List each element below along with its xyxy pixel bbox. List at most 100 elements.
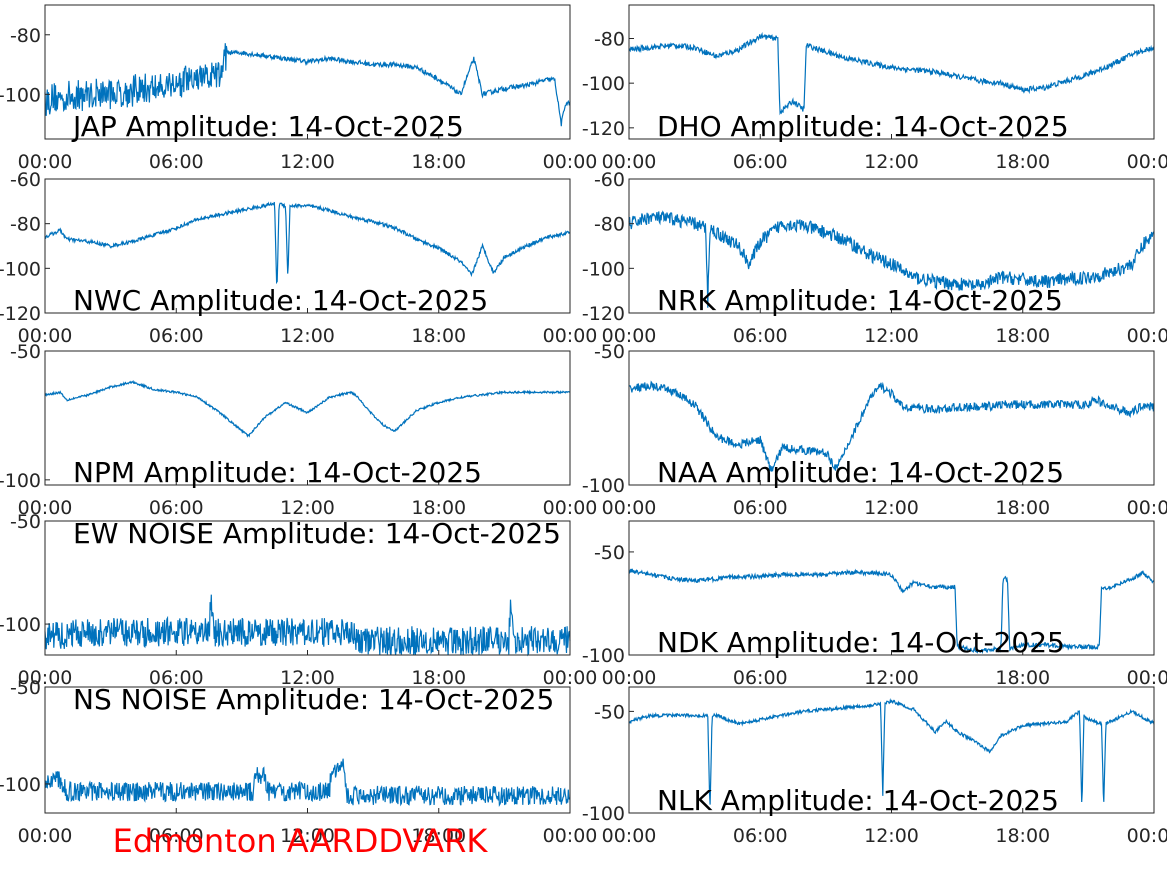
ytick-label-nrk-3: -120 bbox=[582, 303, 625, 325]
ytick-label-jap-1: -100 bbox=[0, 84, 41, 106]
xtick-label-npm-4: 00:00 bbox=[543, 497, 598, 519]
panel-title-ns_noise: NS NOISE Amplitude: 14-Oct-2025 bbox=[73, 683, 554, 716]
xtick-label-nlk-2: 12:00 bbox=[864, 825, 919, 847]
ytick-label-ndk-1: -100 bbox=[582, 645, 625, 667]
trace-jap bbox=[44, 43, 571, 127]
xtick-label-npm-1: 06:00 bbox=[149, 497, 204, 519]
xtick-label-nlk-1: 06:00 bbox=[733, 825, 788, 847]
trace-nwc bbox=[44, 201, 571, 285]
panel-title-nwc: NWC Amplitude: 14-Oct-2025 bbox=[73, 284, 488, 317]
xtick-label-ndk-1: 06:00 bbox=[733, 667, 788, 689]
panel-ew_noise: -50 -100 00:00 06:00 12:00 18:00 00:00 EW NOISE… bbox=[0, 511, 597, 689]
xtick-label-nwc-0: 00:00 bbox=[18, 325, 73, 347]
xtick-label-npm-0: 00:00 bbox=[18, 497, 73, 519]
xtick-label-ns_noise-4: 00:00 bbox=[543, 825, 598, 847]
ytick-label-ndk-0: -50 bbox=[594, 542, 625, 564]
xtick-label-naa-1: 06:00 bbox=[733, 497, 788, 519]
xtick-label-ns_noise-2: 12:00 bbox=[280, 825, 335, 847]
ytick-label-nlk-1: -100 bbox=[582, 803, 625, 825]
ytick-label-dho-2: -120 bbox=[582, 118, 625, 140]
xtick-label-nrk-0: 00:00 bbox=[602, 325, 657, 347]
panel-title-nlk: NLK Amplitude: 14-Oct-2025 bbox=[657, 784, 1059, 817]
xtick-label-ew_noise-2: 12:00 bbox=[280, 667, 335, 689]
xtick-label-jap-2: 12:00 bbox=[280, 151, 335, 173]
ytick-label-naa-0: -50 bbox=[594, 341, 625, 363]
ytick-label-nwc-1: -80 bbox=[10, 214, 41, 236]
xtick-label-naa-3: 18:00 bbox=[995, 497, 1050, 519]
xtick-label-naa-0: 00:00 bbox=[602, 497, 657, 519]
xtick-label-nwc-1: 06:00 bbox=[149, 325, 204, 347]
xtick-label-nwc-2: 12:00 bbox=[280, 325, 335, 347]
panel-title-ew_noise: EW NOISE Amplitude: 14-Oct-2025 bbox=[73, 517, 561, 550]
trace-ndk bbox=[628, 568, 1155, 655]
xtick-label-dho-4: 00:00 bbox=[1127, 151, 1167, 173]
xtick-label-dho-2: 12:00 bbox=[864, 151, 919, 173]
trace-ns_noise bbox=[44, 758, 571, 808]
ytick-label-dho-1: -100 bbox=[582, 73, 625, 95]
panel-title-dho: DHO Amplitude: 14-Oct-2025 bbox=[657, 110, 1069, 143]
footer-label: Edmonton AARDDVARK bbox=[113, 822, 489, 860]
xtick-label-ns_noise-3: 18:00 bbox=[411, 825, 466, 847]
xtick-label-nrk-3: 18:00 bbox=[995, 325, 1050, 347]
xtick-label-nlk-3: 18:00 bbox=[995, 825, 1050, 847]
xtick-label-jap-3: 18:00 bbox=[411, 151, 466, 173]
ytick-label-nrk-0: -60 bbox=[594, 169, 625, 191]
ytick-label-jap-0: -80 bbox=[10, 25, 41, 47]
panel-title-jap: JAP Amplitude: 14-Oct-2025 bbox=[71, 110, 464, 143]
xtick-label-jap-0: 00:00 bbox=[18, 151, 73, 173]
xtick-label-ew_noise-1: 06:00 bbox=[149, 667, 204, 689]
panel-title-ndk: NDK Amplitude: 14-Oct-2025 bbox=[657, 626, 1065, 659]
xtick-label-nrk-4: 00:00 bbox=[1127, 325, 1167, 347]
xtick-label-dho-1: 06:00 bbox=[733, 151, 788, 173]
panel-dho: -80-100-12000:0006:0012:0018:0000:00DHO … bbox=[582, 4, 1167, 173]
xtick-label-npm-2: 12:00 bbox=[280, 497, 335, 519]
panel-title-npm: NPM Amplitude: 14-Oct-2025 bbox=[73, 456, 482, 489]
xtick-label-ns_noise-1: 06:00 bbox=[149, 825, 204, 847]
xtick-label-ns_noise-0: 00:00 bbox=[18, 825, 73, 847]
panel-title-nrk: NRK Amplitude: 14-Oct-2025 bbox=[657, 284, 1063, 317]
ytick-label-dho-0: -80 bbox=[594, 29, 625, 51]
ytick-label-nrk-1: -80 bbox=[594, 214, 625, 236]
panel-jap: -80 -100 00:00 06:00 12:00 18:00 00:00 JAP Ampl… bbox=[0, 4, 597, 173]
panel-ns_noise: -50 -100 00:00 06:00 12:00 18:00 00:00 NS NOISE… bbox=[0, 677, 597, 847]
xtick-label-ndk-0: 00:00 bbox=[602, 667, 657, 689]
xtick-label-nrk-1: 06:00 bbox=[733, 325, 788, 347]
ytick-label-nwc-3: -120 bbox=[0, 303, 41, 325]
ytick-label-ew_noise-0: -50 bbox=[10, 511, 41, 533]
xtick-label-ndk-2: 12:00 bbox=[864, 667, 919, 689]
xtick-label-naa-4: 00:00 bbox=[1127, 497, 1167, 519]
xtick-label-nwc-4: 00:00 bbox=[543, 325, 598, 347]
xtick-label-naa-2: 12:00 bbox=[864, 497, 919, 519]
ytick-label-nwc-2: -100 bbox=[0, 258, 41, 280]
trace-nrk bbox=[628, 210, 1155, 308]
panel-title-naa: NAA Amplitude: 14-Oct-2025 bbox=[657, 456, 1064, 489]
panel-nrk: -60-80-100-12000:0006:0012:0018:0000:00N… bbox=[582, 169, 1167, 347]
trace-npm bbox=[44, 380, 571, 438]
xtick-label-ew_noise-0: 00:00 bbox=[18, 667, 73, 689]
ytick-label-nrk-2: -100 bbox=[582, 258, 625, 280]
xtick-label-npm-3: 18:00 bbox=[411, 497, 466, 519]
xtick-label-dho-0: 00:00 bbox=[602, 151, 657, 173]
ytick-label-naa-1: -100 bbox=[582, 475, 625, 497]
xtick-label-ndk-4: 00:00 bbox=[1127, 667, 1167, 689]
ytick-label-ew_noise-1: -100 bbox=[0, 614, 41, 636]
xtick-label-nlk-0: 00:00 bbox=[602, 825, 657, 847]
trace-nlk bbox=[628, 697, 1155, 805]
xtick-label-nrk-2: 12:00 bbox=[864, 325, 919, 347]
xtick-label-nlk-4: 00:00 bbox=[1127, 825, 1167, 847]
trace-dho bbox=[628, 31, 1155, 116]
ytick-label-npm-0: -50 bbox=[10, 341, 41, 363]
xtick-label-jap-1: 06:00 bbox=[149, 151, 204, 173]
xtick-label-dho-3: 18:00 bbox=[995, 151, 1050, 173]
trace-ew_noise bbox=[44, 594, 571, 657]
xtick-label-ew_noise-3: 18:00 bbox=[411, 667, 466, 689]
ytick-label-nwc-0: -60 bbox=[10, 169, 41, 191]
trace-naa bbox=[628, 380, 1155, 472]
